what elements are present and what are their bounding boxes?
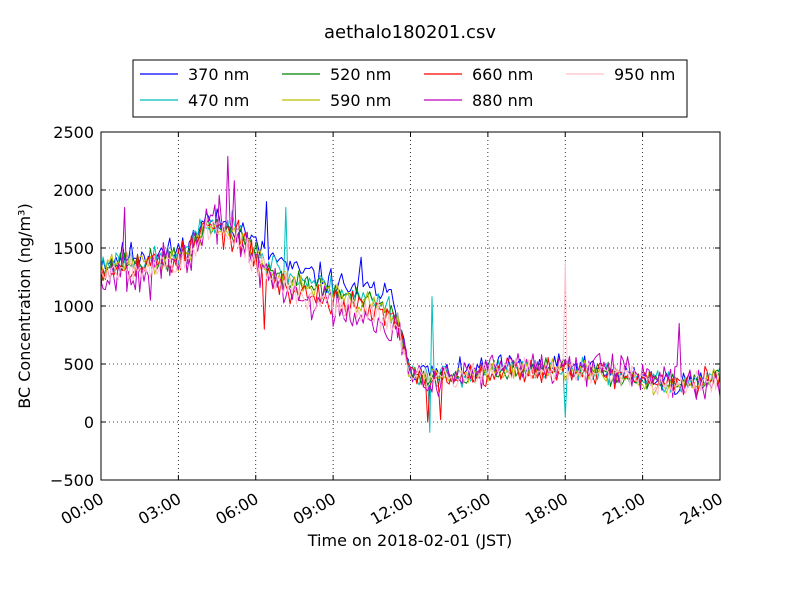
- y-axis: −500 0 500 1000 1500 2000 2500: [50, 123, 720, 490]
- x-axis-label: Time on 2018-02-01 (JST): [307, 531, 512, 550]
- y-tick-label: 0: [84, 413, 94, 432]
- legend-label: 470 nm: [188, 91, 249, 110]
- legend: 370 nm 470 nm 520 nm 590 nm 660 nm 880 nm 950 …: [132, 59, 688, 118]
- legend-label: 880 nm: [472, 91, 533, 110]
- y-axis-label: BC Concentration (ng/m³): [15, 203, 34, 408]
- y-tick-label: 2000: [53, 181, 94, 200]
- legend-label: 590 nm: [330, 91, 391, 110]
- series-line-950-nm: [101, 217, 720, 399]
- series-layer: [101, 155, 720, 433]
- y-tick-label: −500: [50, 471, 94, 490]
- y-tick-label: 1000: [53, 297, 94, 316]
- legend-label: 660 nm: [472, 65, 533, 84]
- y-tick-label: 1500: [53, 239, 94, 258]
- legend-label: 950 nm: [614, 65, 675, 84]
- y-tick-label: 2500: [53, 123, 94, 142]
- y-tick-label: 500: [63, 355, 94, 374]
- legend-frame: [132, 59, 688, 118]
- chart-title: aethalo180201.csv: [324, 22, 496, 43]
- legend-label: 520 nm: [330, 65, 391, 84]
- legend-label: 370 nm: [188, 65, 249, 84]
